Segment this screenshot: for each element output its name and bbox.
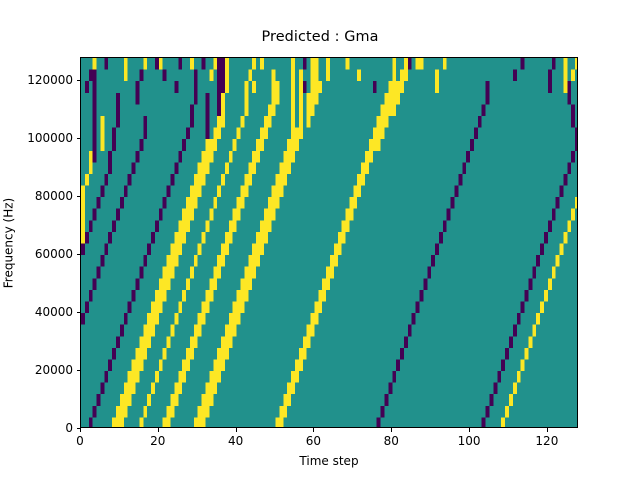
y-tick-label: 120000 [27, 73, 73, 88]
y-axis-label: Frequency (Hz) [0, 57, 16, 428]
y-tick-mark [76, 428, 80, 429]
y-tick-mark [76, 80, 80, 82]
y-tick-mark [76, 312, 80, 314]
y-tick-mark [76, 370, 80, 372]
y-tick-label: 20000 [34, 363, 73, 378]
x-tick-mark [391, 428, 393, 432]
x-tick-label: 80 [383, 434, 399, 448]
y-tick-label: 40000 [34, 305, 73, 320]
x-tick-mark [313, 428, 315, 432]
y-tick-label: 0 [65, 421, 73, 435]
x-tick-label: 40 [227, 434, 244, 448]
x-tick-mark [235, 428, 237, 432]
y-tick-label: 60000 [34, 247, 73, 262]
x-tick-mark [469, 428, 471, 432]
y-tick-mark [76, 138, 80, 140]
x-tick-mark [157, 428, 159, 432]
heatmap-image [81, 58, 577, 427]
page-title: Predicted : Gma [261, 29, 379, 45]
x-tick-mark [546, 428, 548, 432]
x-axis-label: Time step [299, 454, 359, 468]
x-tick-label: 60 [305, 434, 322, 448]
y-tick-mark [76, 254, 80, 256]
x-tick-label: 20 [150, 434, 166, 448]
x-tick-label: 100 [457, 434, 481, 448]
y-tick-label: 100000 [27, 131, 73, 146]
y-tick-label: 80000 [34, 189, 73, 204]
y-axis-label-text: Frequency (Hz) [1, 197, 15, 288]
y-tick-mark [76, 196, 80, 198]
x-tick-label: 0 [76, 434, 84, 448]
heatmap-plot-area [80, 57, 578, 428]
x-tick-label: 120 [535, 434, 559, 448]
x-tick-mark [80, 428, 81, 432]
